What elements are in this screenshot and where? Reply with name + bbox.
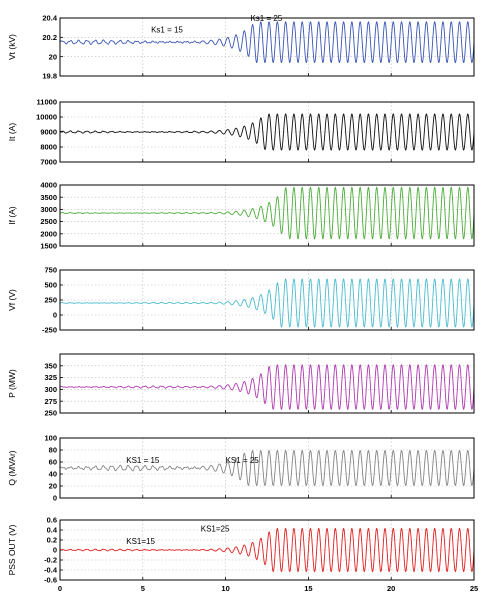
panel-3: 1500 2000 2500 3000 3500 4000 If (A) — [7, 181, 475, 251]
annotation-label: KS1 = 25 — [226, 456, 260, 465]
x-tick-label: 15 — [304, 584, 312, 593]
x-tick-label: 25 — [470, 584, 478, 593]
y-tick-label: 10000 — [36, 113, 57, 122]
y-tick-label: 2000 — [40, 229, 57, 238]
y-tick-label: 20.4 — [42, 14, 57, 23]
plot-frame — [59, 184, 475, 247]
y-tick-label: 350 — [44, 361, 57, 370]
y-tick-label: 325 — [44, 373, 57, 382]
y-axis-label: Vf (V) — [7, 289, 17, 311]
plot-frame — [59, 353, 475, 414]
panel-7: -0.6-0.4-0.200.20.40.6 PSS OUT (V) KS1=15 K… — [7, 516, 475, 585]
y-tick-label: 3000 — [40, 205, 57, 214]
y-tick-label: 500 — [44, 281, 57, 290]
series-line — [59, 21, 475, 64]
y-axis-label: Q (MVAr) — [7, 450, 17, 485]
y-tick-label: 3500 — [40, 193, 57, 202]
annotation-label: KS1 = 15 — [126, 456, 160, 465]
y-tick-label: -0.2 — [44, 556, 57, 565]
series-line — [59, 113, 475, 151]
y-tick-label: 0.6 — [47, 516, 57, 525]
y-tick-label: -0.6 — [44, 576, 57, 585]
series-line — [59, 364, 475, 410]
y-tick-label: 0 — [53, 311, 57, 320]
y-axis-label: It (A) — [7, 123, 17, 142]
y-tick-label: 0.4 — [47, 526, 58, 535]
plot-frame — [59, 269, 475, 331]
y-tick-label: 4000 — [40, 181, 57, 190]
y-tick-label: 9000 — [40, 128, 57, 137]
x-tick-label: 10 — [221, 584, 229, 593]
y-tick-label: 20 — [49, 482, 57, 491]
y-tick-label: 250 — [44, 296, 57, 305]
y-axis-label: If (A) — [7, 206, 17, 225]
y-tick-label: 40 — [49, 470, 57, 479]
y-tick-label: 0.2 — [47, 536, 57, 545]
y-tick-label: -250 — [42, 326, 57, 335]
panel-1: 19.8 20 20.2 20.4 Vt (kV) Ks1 = 15 Ks1 = 25 — [7, 14, 475, 81]
y-tick-label: 0 — [53, 494, 57, 503]
y-tick-label: 20 — [49, 52, 57, 61]
y-tick-label: 250 — [44, 409, 57, 418]
annotation-label: Ks1 = 25 — [250, 14, 282, 23]
y-tick-label: 80 — [49, 446, 57, 455]
series-line — [59, 450, 475, 486]
y-tick-label: 60 — [49, 458, 57, 467]
plot-frame — [59, 17, 475, 77]
y-tick-label: 300 — [44, 385, 57, 394]
panel-2: 7000 8000 9000 10000 11000 It (A) — [7, 98, 475, 167]
y-tick-label: 1500 — [40, 242, 57, 251]
plot-frame — [59, 519, 475, 581]
annotation-label: KS1=15 — [126, 537, 155, 546]
y-tick-label: -0.4 — [44, 566, 58, 575]
y-tick-label: 2500 — [40, 217, 57, 226]
y-axis-label: P (MW) — [7, 369, 17, 398]
y-tick-label: 20.2 — [42, 33, 57, 42]
panel-4: -250 0 250 500 750 Vf (V) — [7, 266, 475, 335]
x-tick-label: 5 — [141, 584, 145, 593]
plot-frame — [59, 437, 475, 499]
plot-frame — [59, 101, 475, 163]
series-line — [59, 278, 475, 328]
y-axis-label: PSS OUT (V) — [7, 524, 17, 575]
series-line — [59, 527, 475, 573]
y-tick-label: 11000 — [37, 98, 57, 107]
y-tick-label: 0 — [53, 546, 57, 555]
y-tick-label: 19.8 — [42, 72, 57, 81]
y-axis-label: Vt (kV) — [7, 34, 17, 60]
y-tick-label: 275 — [44, 397, 57, 406]
annotation-label: KS1=25 — [201, 525, 230, 534]
y-tick-label: 7000 — [40, 158, 57, 167]
y-tick-label: 750 — [44, 266, 57, 275]
panel-6: 0 20 40 60 80 100 Q (MVAr) KS1 = 15 KS1 = 25 — [7, 434, 475, 503]
series-line — [59, 186, 475, 240]
annotation-label: Ks1 = 15 — [151, 26, 183, 35]
x-tick-label: 20 — [387, 584, 395, 593]
x-tick-label: 0 — [58, 584, 62, 593]
y-tick-label: 8000 — [40, 143, 57, 152]
y-tick-label: 100 — [44, 434, 57, 443]
panel-5: 250 275 300 325 350 P (MW) — [7, 353, 475, 418]
